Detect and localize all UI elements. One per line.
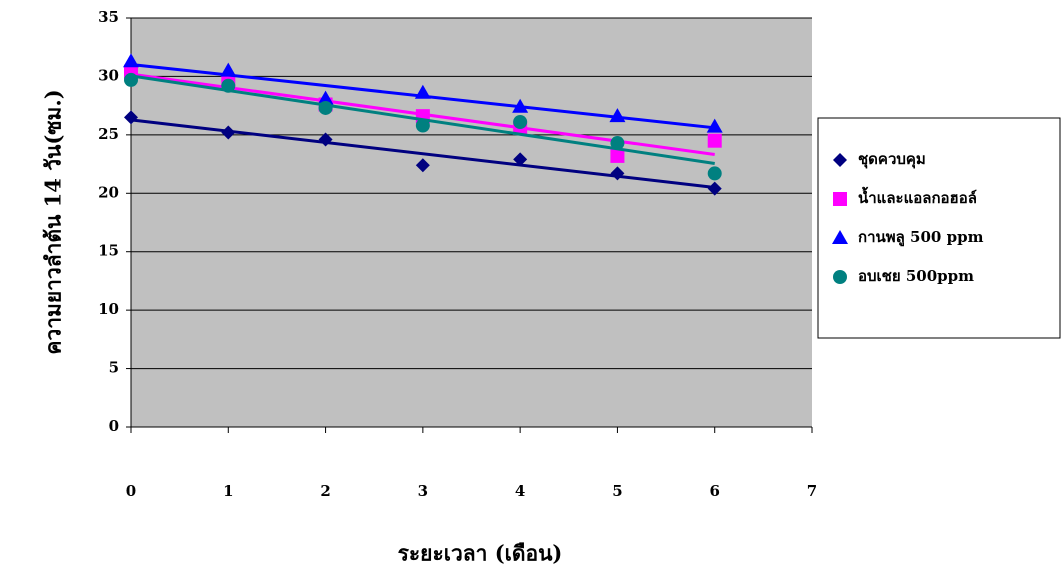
y-tick-label: 5 (109, 359, 119, 377)
x-tick-label: 7 (807, 482, 817, 500)
marker (319, 101, 333, 115)
y-tick-label: 15 (98, 242, 119, 260)
y-tick-label: 0 (109, 417, 119, 435)
x-tick-label: 6 (709, 482, 719, 500)
marker (513, 115, 527, 129)
legend-label: อบเชย 500ppm (858, 267, 974, 285)
marker (833, 192, 847, 206)
marker (416, 119, 430, 133)
x-tick-label: 0 (126, 482, 136, 500)
legend-label: น้ำและแอลกอฮอล์ (858, 186, 977, 207)
marker (124, 73, 138, 87)
marker (833, 270, 847, 284)
x-axis-label: ระยะเวลา (เดือน) (398, 541, 563, 566)
page: ความยาวลำต้น 14 วัน(ซม.) ระยะเวลา (เดือน… (0, 0, 1061, 581)
y-tick-label: 20 (98, 183, 119, 201)
x-tick-label: 3 (418, 482, 428, 500)
y-tick-label: 10 (98, 300, 119, 318)
y-tick-label: 35 (98, 8, 119, 26)
marker (221, 79, 235, 93)
y-axis-label: ความยาวลำต้น 14 วัน(ซม.) (41, 89, 66, 354)
chart: ความยาวลำต้น 14 วัน(ซม.) ระยะเวลา (เดือน… (0, 0, 1061, 581)
legend-label: ชุดควบคุม (858, 150, 926, 169)
legend-label: กานพลู 500 ppm (858, 228, 984, 247)
y-tick-label: 25 (98, 125, 119, 143)
x-tick-label: 5 (612, 482, 622, 500)
marker (708, 134, 722, 148)
x-tick-label: 1 (223, 482, 233, 500)
marker (708, 166, 722, 180)
y-tick-label: 30 (98, 66, 119, 84)
x-tick-label: 4 (515, 482, 525, 500)
x-tick-label: 2 (320, 482, 330, 500)
marker (610, 136, 624, 150)
